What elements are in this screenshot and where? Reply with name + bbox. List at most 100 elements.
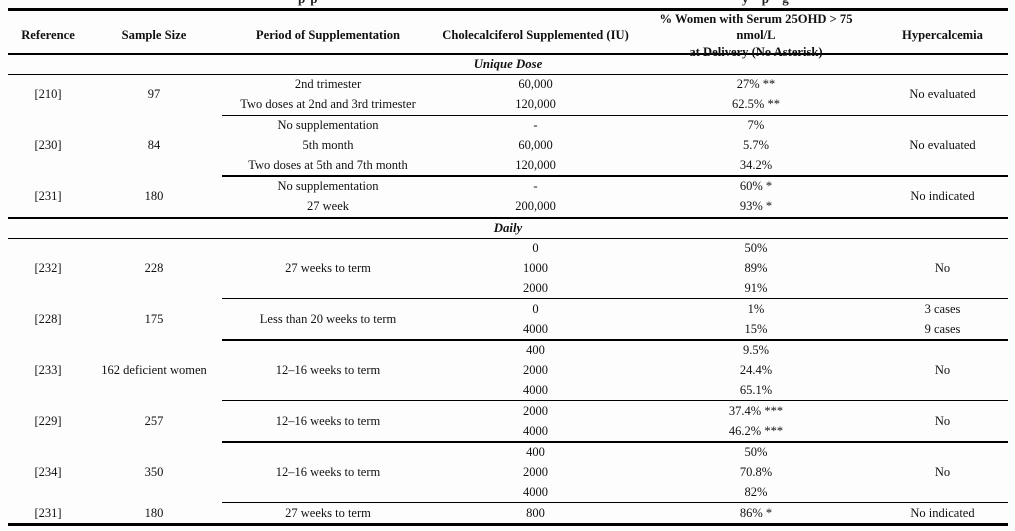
hypercalcemia-cell-value: 3 cases — [924, 301, 961, 316]
column-header-cholecalciferol: Cholecalciferol Supplemented (IU) — [442, 28, 629, 43]
sample-size-cell-value: 97 — [147, 87, 161, 102]
sample-size-cell-value: 228 — [144, 260, 164, 275]
percent-cell-value: 5.7% — [742, 138, 770, 153]
sample-size-cell-value: 162 deficient women — [101, 362, 207, 377]
reference-cell: [233] — [8, 341, 88, 400]
hypercalcemia-cell-value: No evaluated — [909, 138, 976, 153]
partial-row-separator — [8, 501, 1008, 504]
reference-cell: [231] — [8, 177, 88, 217]
percent-cell-value: 70.8% — [739, 464, 773, 479]
percent-cell-value: 7% — [747, 118, 765, 133]
column-header-percent-women-line2: at Delivery (No Asterisk) — [689, 44, 823, 59]
period-cell: 2nd trimester Two doses at 2nd and 3rd tr… — [220, 75, 436, 115]
sample-size-cell: 228 — [88, 239, 220, 298]
period-cell: No supplementation 5th month Two doses at … — [220, 116, 436, 175]
percent-cell: 7% 5.7% 34.2% — [635, 116, 877, 175]
dose-cell-value: 120,000 — [515, 97, 556, 112]
table-row: [230] 84 No supplementation 5th month Two do… — [8, 116, 1008, 175]
column-header-sample-size: Sample Size — [121, 28, 187, 43]
hypercalcemia-cell-value: No — [934, 464, 951, 479]
hypercalcemia-cell: No indicated — [877, 177, 1008, 217]
dose-cell: 0 4000 — [436, 299, 635, 339]
dose-cell: - 200,000 — [436, 177, 635, 217]
period-cell-value: 27 weeks to term — [285, 260, 371, 275]
sample-size-cell: 180 — [88, 177, 220, 217]
table-bottom-rule — [8, 523, 1008, 527]
percent-cell: 86% * — [635, 503, 877, 523]
dose-cell-value: 1000 — [523, 260, 548, 275]
dose-cell-value: 2000 — [523, 403, 548, 418]
hypercalcemia-cell: No — [877, 341, 1008, 400]
percent-cell-value: 93% * — [739, 199, 773, 214]
percent-cell-value: 46.2% *** — [728, 423, 784, 438]
hypercalcemia-cell: No — [877, 239, 1008, 298]
reference-cell-value: [230] — [34, 138, 62, 153]
dose-cell-value: 4000 — [523, 484, 548, 499]
reference-cell: [234] — [8, 443, 88, 502]
caption-text-fragment: pp — [298, 0, 322, 7]
percent-cell-value: 37.4% *** — [728, 403, 784, 418]
hypercalcemia-cell: No — [877, 443, 1008, 502]
dose-cell-value: 400 — [526, 444, 545, 459]
dose-cell-value: 800 — [526, 505, 545, 520]
period-cell-value: 5th month — [302, 138, 354, 153]
percent-cell: 37.4% *** 46.2% *** — [635, 401, 877, 441]
reference-cell: [228] — [8, 299, 88, 339]
hypercalcemia-cell: 3 cases 9 cases — [877, 299, 1008, 339]
percent-cell-value: 91% — [744, 280, 768, 295]
percent-cell-value: 15% — [744, 321, 768, 336]
hypercalcemia-cell-value: No evaluated — [909, 87, 976, 102]
sample-size-cell: 162 deficient women — [88, 341, 220, 400]
reference-cell-value: [234] — [34, 464, 62, 479]
percent-cell-value: 9.5% — [742, 342, 770, 357]
partial-row-separator — [8, 399, 1008, 402]
percent-cell: 50% 89% 91% — [635, 239, 877, 298]
dose-cell: 400 2000 4000 — [436, 341, 635, 400]
period-cell-value: No supplementation — [277, 118, 379, 133]
reference-cell-value: [228] — [34, 311, 62, 326]
period-cell: No supplementation 27 week — [220, 177, 436, 217]
hypercalcemia-cell-value: No — [934, 362, 951, 377]
period-cell-value: 12–16 weeks to term — [275, 362, 381, 377]
column-header-percent-women-line1: % Women with Serum 25OHD > 75 nmol/L — [659, 12, 853, 43]
dose-cell-value: 0 — [532, 240, 539, 255]
sample-size-cell-value: 350 — [144, 464, 164, 479]
hypercalcemia-cell-value: No indicated — [910, 189, 975, 204]
sample-size-cell: 257 — [88, 401, 220, 441]
hypercalcemia-cell: No — [877, 401, 1008, 441]
period-cell: 12–16 weeks to term — [220, 443, 436, 502]
dose-cell-value: 2000 — [523, 464, 548, 479]
section-title: Daily — [8, 216, 1008, 239]
period-cell-value: 27 week — [307, 199, 349, 214]
sample-size-cell-value: 180 — [144, 505, 164, 520]
dose-cell-value: 4000 — [523, 382, 548, 397]
reference-cell-value: [210] — [34, 87, 62, 102]
hypercalcemia-cell: No indicated — [877, 503, 1008, 523]
dose-cell-value: 200,000 — [515, 199, 556, 214]
table-row: [210] 97 2nd trimester Two doses at 2nd and… — [8, 75, 1008, 115]
dose-cell-value: 120,000 — [515, 158, 556, 173]
sample-size-cell: 97 — [88, 75, 220, 115]
partial-row-separator — [8, 175, 1008, 177]
percent-cell-value: 82% — [744, 484, 768, 499]
dose-cell-value: - — [533, 118, 538, 133]
hypercalcemia-cell-value: No — [934, 260, 951, 275]
dose-cell: 0 1000 2000 — [436, 239, 635, 298]
period-cell-value: Two doses at 5th and 7th month — [248, 158, 408, 173]
clipped-caption-fragment: pp y p g — [0, 0, 1015, 8]
hypercalcemia-cell-value: No indicated — [910, 505, 975, 520]
dose-cell: - 60,000 120,000 — [436, 116, 635, 175]
reference-cell-value: [231] — [34, 189, 62, 204]
period-cell-value: Less than 20 weeks to term — [259, 311, 397, 326]
hypercalcemia-cell: No evaluated — [877, 116, 1008, 175]
partial-row-separator — [8, 339, 1008, 341]
table-header-row: Reference Sample Size Period of Suppleme… — [8, 11, 1008, 59]
sample-size-cell-value: 84 — [147, 138, 161, 153]
dose-cell-value: 2000 — [523, 362, 548, 377]
sample-size-cell: 175 — [88, 299, 220, 339]
reference-cell-value: [233] — [34, 362, 62, 377]
percent-cell-value: 89% — [744, 260, 768, 275]
reference-cell: [230] — [8, 116, 88, 175]
sample-size-cell: 84 — [88, 116, 220, 175]
percent-cell-value: 60% * — [739, 179, 773, 194]
